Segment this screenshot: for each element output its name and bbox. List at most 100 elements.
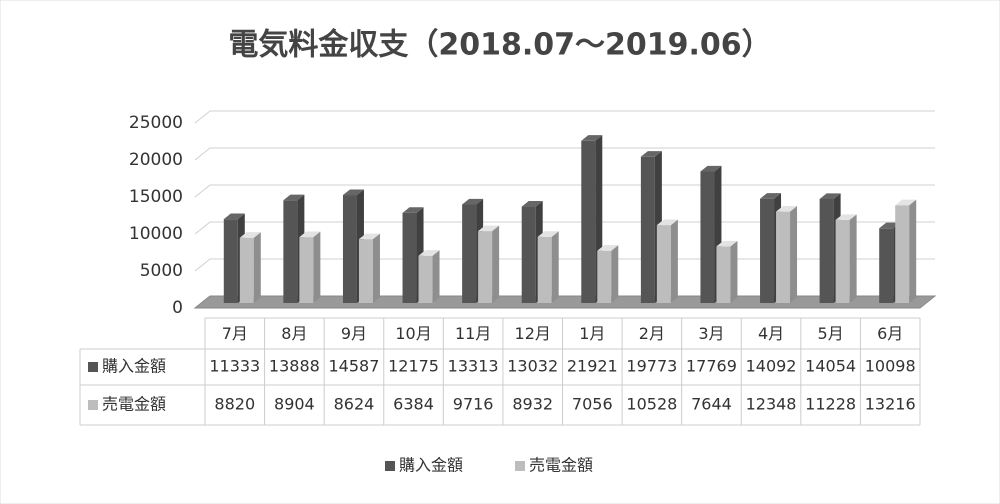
bar-top (879, 222, 901, 229)
bar-top (835, 214, 857, 220)
table-cell: 10528 (626, 395, 677, 414)
bar-side (432, 250, 440, 303)
y-tick-label: 5000 (140, 261, 183, 281)
legend-label: 購入金額 (399, 456, 463, 475)
bar (597, 245, 619, 303)
table-cell: 12348 (746, 395, 797, 414)
table-cell: 14587 (329, 357, 380, 376)
table-cell: 11333 (209, 357, 260, 376)
bar-front (478, 231, 493, 303)
bar-front (581, 140, 596, 303)
bar-front (819, 199, 834, 303)
x-tick-label: 11月 (455, 324, 491, 343)
grid-line (194, 184, 935, 198)
bar-top (462, 198, 484, 205)
x-tick-label: 8月 (281, 324, 307, 343)
table-cell: 19773 (626, 357, 677, 376)
table-cell: 8820 (214, 395, 255, 414)
table-cell: 21921 (567, 357, 618, 376)
table-cell: 8932 (512, 395, 553, 414)
x-tick-label: 6月 (877, 324, 903, 343)
x-tick-label: 2月 (639, 324, 665, 343)
bar-front (358, 239, 373, 303)
bar-front (640, 156, 655, 303)
bar-front (239, 237, 254, 303)
x-tick-label: 3月 (698, 324, 724, 343)
x-tick-label: 9月 (341, 324, 367, 343)
y-tick-label: 25000 (129, 113, 183, 133)
bar-top (418, 250, 440, 256)
bar-top (760, 193, 782, 199)
bar (478, 225, 500, 303)
bar-top (895, 199, 917, 206)
table-cell: 9716 (453, 395, 494, 414)
bar-top (597, 245, 619, 251)
bar-side (849, 214, 857, 303)
bar-front (895, 205, 910, 303)
table-cell: 12175 (388, 357, 439, 376)
x-tick-label: 7月 (222, 324, 248, 343)
bar (537, 231, 559, 303)
y-tick-label: 0 (172, 298, 183, 318)
bar-front (879, 228, 894, 303)
table-cell: 8624 (334, 395, 375, 414)
bar-top (478, 225, 500, 232)
bar-top (819, 193, 841, 200)
legend-key (88, 400, 98, 410)
bar-front (760, 198, 775, 303)
bar-front (283, 200, 298, 303)
bar-front (521, 206, 536, 303)
table-cell: 13216 (865, 395, 916, 414)
table-cell: 7644 (691, 395, 732, 414)
bar-side (313, 231, 321, 303)
bar-top (776, 206, 798, 212)
bar-front (656, 225, 671, 303)
table-cell: 11228 (805, 395, 856, 414)
bar-top (581, 135, 603, 141)
bar (418, 250, 440, 303)
row-label: 売電金額 (102, 395, 166, 414)
bar (656, 219, 678, 303)
bar (776, 206, 798, 303)
bar-front (716, 246, 731, 303)
bar-top (521, 200, 543, 207)
legend-key (515, 461, 525, 471)
bar-top (223, 213, 245, 220)
table-cell: 13313 (448, 357, 499, 376)
bar-top (299, 231, 321, 238)
bar-front (418, 255, 433, 303)
bar-front (402, 212, 417, 303)
bar-front (342, 195, 357, 303)
floor (193, 295, 937, 309)
bar-side (611, 245, 619, 303)
bar-side (730, 240, 738, 303)
x-tick-label: 12月 (515, 324, 551, 343)
table-cell: 13032 (507, 357, 558, 376)
bar-top (239, 232, 261, 238)
bar-side (790, 206, 798, 303)
table-cell: 17769 (686, 357, 737, 376)
y-tick-label: 20000 (129, 150, 183, 170)
table-cell: 10098 (865, 357, 916, 376)
x-tick-label: 4月 (758, 324, 784, 343)
bar-top (700, 165, 722, 172)
bar-top (283, 194, 305, 201)
grid-line (194, 258, 935, 272)
bar-top (342, 189, 364, 196)
bar-top (640, 151, 662, 157)
legend-key (385, 461, 395, 471)
chart-title: 電気料金収支（2018.07～2019.06） (228, 28, 771, 63)
bar-side (253, 232, 261, 303)
bar-side (492, 225, 500, 303)
bar-front (776, 211, 791, 303)
bar (716, 240, 738, 303)
y-tick-label: 10000 (129, 224, 183, 244)
table-cell: 13888 (269, 357, 320, 376)
bar-front (597, 250, 612, 303)
x-tick-label: 5月 (818, 324, 844, 343)
table-cell: 14092 (746, 357, 797, 376)
table-cell: 7056 (572, 395, 613, 414)
bar-top (358, 233, 380, 240)
table-cell: 8904 (274, 395, 315, 414)
x-tick-label: 10月 (395, 324, 431, 343)
